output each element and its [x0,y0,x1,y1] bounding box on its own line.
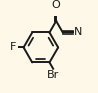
Text: F: F [10,42,16,52]
Text: N: N [74,28,82,37]
Text: Br: Br [47,70,59,80]
Text: O: O [51,0,60,10]
